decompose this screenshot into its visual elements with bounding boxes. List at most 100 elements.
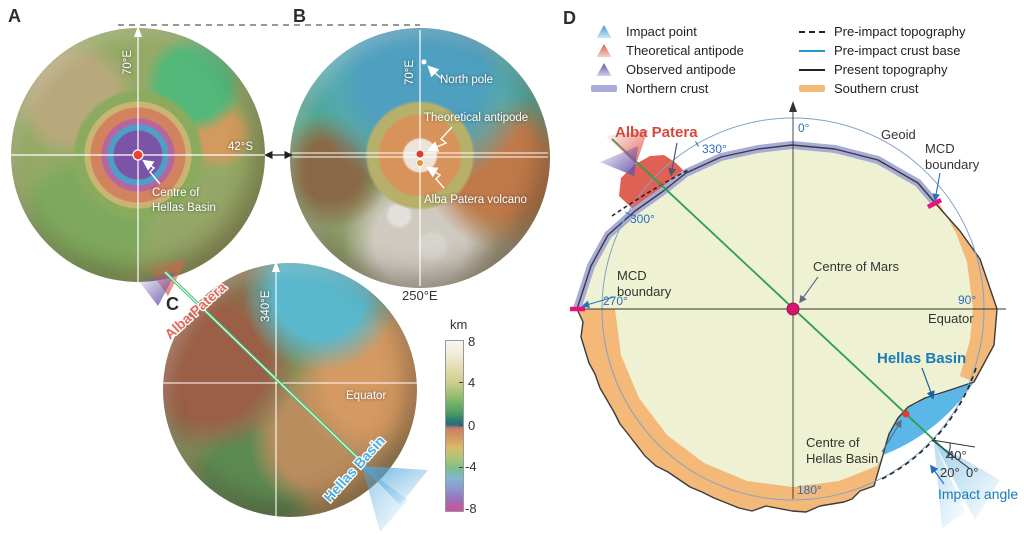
legend-label: Northern crust: [626, 81, 709, 96]
tick-300: [625, 211, 631, 216]
legend-label: Southern crust: [834, 81, 919, 96]
impact-angle-ray-20: [931, 439, 971, 470]
impact-fan-icon: [362, 466, 428, 505]
legend-label: Observed antipode: [626, 62, 736, 77]
meridian-label-a: 70°E: [122, 50, 134, 75]
latitude-label-a: 42°S: [228, 141, 253, 153]
panel-d-letter: D: [563, 8, 576, 28]
centre-of-hellas-dot: [902, 410, 910, 418]
elevation-colorbar: [445, 340, 464, 512]
panel-a-letter: A: [8, 6, 21, 26]
hellas-basin-region: [883, 382, 974, 455]
colorbar-tick-m8: -8: [465, 501, 477, 516]
centre-hellas-annotation: Hellas Basin: [152, 202, 216, 214]
colorbar-tick-m4: -4: [465, 459, 477, 474]
angle-tick-90: 90°: [958, 293, 976, 307]
panel-c-letter: C: [166, 294, 179, 314]
theoretical-antipode-triangle-icon: [591, 44, 617, 57]
panel-c-annotations: 340°E Equator Alba Patera Hellas Basin: [138, 260, 428, 532]
equator-label-d: Equator: [928, 311, 974, 326]
geoid-label: Geoid: [881, 127, 916, 142]
preimpact-topography-hellas: [879, 367, 977, 481]
colorbar-tick-0: 0: [468, 418, 476, 433]
impact-angle-0: 0°: [966, 465, 978, 480]
angle-tick-330: 330°: [702, 142, 727, 156]
mcd-left-label: MCD: [617, 268, 647, 283]
colorbar-unit: km: [450, 317, 468, 332]
black-line-swatch: [799, 68, 825, 71]
impact-angle-20: 20°: [940, 465, 960, 480]
observed-antipode-fan-icon: [138, 272, 176, 306]
legend-item-preimpact-crust-base: Pre-impact crust base: [795, 41, 966, 60]
legend-item-preimpact-topography: Pre-impact topography: [795, 22, 966, 41]
legend-label: Theoretical antipode: [626, 43, 744, 58]
tick-330: [695, 141, 699, 147]
mcd-right-label: MCD: [925, 141, 955, 156]
mars-interior: [577, 145, 997, 512]
legend-item-southern-crust: Southern crust: [795, 79, 966, 98]
panel-d-diagram: Alba Patera Geoid MCD boundary MCD bound…: [570, 101, 1018, 528]
mcd-left-arrow: [581, 296, 615, 308]
alba-volcano-label: Alba Patera volcano: [424, 194, 527, 206]
impact-trajectory-line: [611, 138, 951, 456]
centre-hellas-annotation: Centre of: [152, 187, 200, 199]
impact-angle-ray-0: [931, 439, 976, 448]
legend-item-present-topography: Present topography: [795, 60, 966, 79]
impact-angle-arrow: [930, 464, 945, 485]
mcd-left-label: boundary: [617, 284, 672, 299]
meridian-label-c: 340°E: [260, 290, 272, 322]
preimpact-topography-alba: [611, 168, 691, 217]
legend-column-2: Pre-impact topography Pre-impact crust b…: [795, 22, 966, 98]
theoretical-antipode-dot: [415, 149, 425, 159]
impact-angle-label: Impact angle: [938, 486, 1018, 502]
alba-label-arrow: [668, 142, 678, 177]
hellas-label-arrow: [921, 367, 935, 400]
impact-fan-icon: [934, 442, 966, 528]
centre-of-hellas-label: Centre of: [806, 435, 860, 450]
observed-antipode-fan-icon: [600, 146, 638, 176]
angle-tick-0: 0°: [798, 121, 810, 135]
theoretical-antipode-fan-icon: [606, 130, 648, 164]
panel-a-annotations: 70°E 42°S Centre of Hellas Basin: [11, 26, 293, 283]
impact-angle-arc: [945, 442, 951, 459]
legend-label: Impact point: [626, 24, 697, 39]
centre-of-mars-label: Centre of Mars: [813, 259, 899, 274]
northern-crust-swatch: [591, 85, 617, 92]
legend-column-1: Impact point Theoretical antipode Observ…: [587, 22, 744, 98]
dashed-line-swatch: [799, 30, 825, 33]
alba-patera-label: Alba Patera: [615, 124, 698, 141]
centre-mars-arrow: [799, 276, 819, 304]
impact-point-triangle-icon: [591, 25, 617, 38]
panel-b-annotations: 70°E North pole Theoretical antipode Alb…: [292, 30, 548, 303]
alba-volcano-dot: [416, 159, 424, 167]
legend-item-observed-antipode: Observed antipode: [587, 60, 744, 79]
north-pole-label: North pole: [440, 74, 493, 86]
polar-axis-arrowhead: [789, 101, 797, 112]
legend-item-theoretical-antipode: Theoretical antipode: [587, 41, 744, 60]
colorbar-tickmark: [459, 467, 463, 468]
impact-fan-icon: [934, 442, 1000, 520]
mcd-right-arrow: [932, 172, 941, 202]
centre-of-hellas-label: Hellas Basin: [806, 451, 878, 466]
theoretical-antipode-label: Theoretical antipode: [424, 112, 528, 124]
observed-antipode-triangle-icon: [591, 63, 617, 76]
centre-of-mars-dot: [786, 302, 800, 316]
blue-line-swatch: [799, 49, 825, 52]
meridian-label-b-bottom: 250°E: [402, 288, 438, 303]
legend-label: Pre-impact crust base: [834, 43, 961, 58]
colorbar-tickmark: [459, 382, 463, 383]
impact-fan-icon: [362, 466, 408, 532]
colorbar-tick-8: 8: [468, 334, 476, 349]
southern-crust-swatch: [799, 85, 825, 92]
angle-tick-270: 270°: [603, 294, 628, 308]
impact-angle-40: 40°: [947, 448, 967, 463]
mcd-right-label: boundary: [925, 157, 980, 172]
hellas-basin-label: Hellas Basin: [877, 350, 966, 367]
colorbar-tick-4: 4: [468, 375, 476, 390]
legend-item-impact-point: Impact point: [587, 22, 744, 41]
legend-label: Pre-impact topography: [834, 24, 966, 39]
legend-label: Present topography: [834, 62, 948, 77]
panel-b-letter: B: [293, 6, 306, 26]
centre-hellas-arrow: [881, 419, 902, 453]
